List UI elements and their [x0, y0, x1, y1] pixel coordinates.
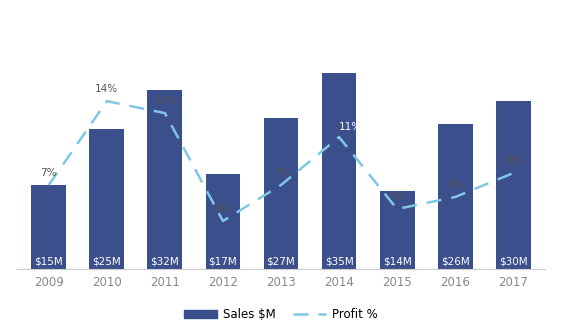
Bar — [147, 90, 182, 269]
Text: $30M: $30M — [499, 256, 528, 266]
Text: $35M: $35M — [325, 256, 353, 266]
Text: 4%: 4% — [215, 204, 231, 214]
Text: $26M: $26M — [441, 256, 469, 266]
Text: $14M: $14M — [383, 256, 411, 266]
Text: 13%: 13% — [153, 96, 176, 106]
Text: 5%: 5% — [389, 192, 405, 202]
Bar — [496, 101, 531, 269]
Text: $15M: $15M — [34, 256, 63, 266]
Text: 11%: 11% — [339, 122, 362, 132]
Bar — [31, 185, 66, 269]
Bar — [438, 124, 473, 269]
Text: 8%: 8% — [505, 156, 522, 166]
Legend: Sales $M, Profit %: Sales $M, Profit % — [179, 304, 383, 326]
Bar — [206, 174, 241, 269]
Bar — [264, 118, 298, 269]
Bar — [321, 73, 356, 269]
Text: 7%: 7% — [273, 168, 289, 178]
Text: $32M: $32M — [151, 256, 179, 266]
Text: 6%: 6% — [447, 180, 464, 190]
Bar — [380, 191, 415, 269]
Text: $17M: $17M — [209, 256, 237, 266]
Text: $27M: $27M — [266, 256, 296, 266]
Text: 7%: 7% — [40, 168, 57, 178]
Bar — [89, 129, 124, 269]
Text: $25M: $25M — [93, 256, 121, 266]
Text: 14%: 14% — [96, 84, 119, 94]
